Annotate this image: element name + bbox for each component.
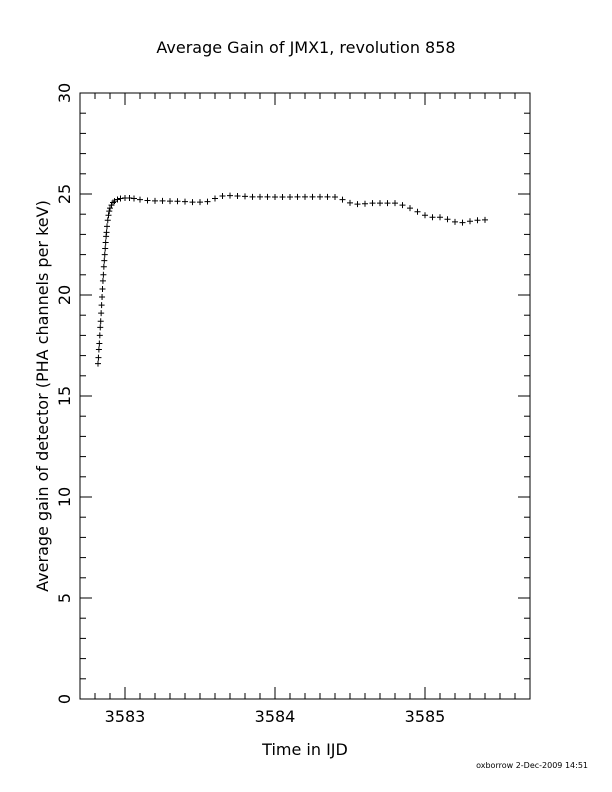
x-tick-label: 3583 — [105, 707, 146, 726]
data-point — [103, 229, 110, 236]
data-point — [189, 199, 196, 206]
data-point — [97, 324, 104, 331]
data-point — [287, 194, 293, 201]
axis-ticks — [79, 92, 531, 700]
y-tick-label: 15 — [55, 386, 74, 406]
x-tick-label: 3585 — [405, 707, 446, 726]
data-point — [302, 193, 308, 200]
data-point — [110, 199, 116, 206]
data-point — [219, 193, 226, 200]
data-point — [392, 200, 398, 207]
data-point — [369, 200, 376, 207]
data-point — [108, 202, 115, 209]
data-point — [384, 200, 391, 207]
data-point — [99, 285, 106, 292]
y-tick-label: 5 — [55, 593, 74, 603]
data-point — [104, 217, 111, 224]
data-point — [102, 245, 109, 252]
data-point — [101, 251, 108, 258]
data-point — [242, 193, 248, 200]
data-point — [144, 197, 151, 204]
data-point — [234, 193, 241, 200]
data-point — [227, 192, 233, 199]
data-point — [95, 354, 102, 361]
data-point — [399, 202, 406, 209]
data-point — [99, 277, 106, 284]
data-point — [100, 263, 107, 270]
data-point — [97, 318, 104, 325]
data-point — [362, 200, 368, 207]
data-point — [482, 216, 488, 223]
data-point — [212, 195, 218, 202]
data-point — [459, 219, 466, 226]
y-tick-label: 25 — [55, 184, 74, 204]
data-point — [114, 196, 121, 203]
data-points — [95, 192, 488, 367]
y-tick-label: 20 — [55, 285, 74, 305]
data-point — [279, 194, 286, 201]
data-point — [257, 193, 263, 200]
data-point — [264, 193, 271, 200]
data-point — [95, 360, 101, 367]
y-tick-label: 10 — [55, 487, 74, 507]
data-point — [100, 271, 107, 278]
data-point — [101, 257, 108, 264]
data-point — [444, 216, 451, 223]
x-axis-label: Time in IJD — [261, 740, 348, 759]
data-point — [102, 239, 109, 246]
data-point — [159, 197, 166, 204]
data-point — [377, 200, 383, 207]
chart-title: Average Gain of JMX1, revolution 858 — [156, 38, 455, 57]
x-tick-label: 3584 — [255, 707, 296, 726]
data-point — [105, 212, 112, 219]
data-point — [98, 310, 105, 317]
data-point — [174, 198, 181, 205]
data-point — [152, 197, 158, 204]
data-point — [272, 194, 278, 201]
data-point — [354, 201, 361, 208]
data-point — [98, 302, 105, 309]
data-point — [429, 214, 436, 221]
data-point — [467, 218, 473, 225]
footer-stamp: oxborrow 2-Dec-2009 14:51 — [476, 761, 588, 770]
data-point — [197, 199, 203, 206]
data-point — [414, 208, 421, 215]
data-point — [437, 214, 443, 221]
data-point — [422, 212, 428, 219]
data-point — [339, 196, 346, 203]
data-point — [452, 218, 458, 225]
data-point — [167, 198, 173, 205]
plot-frame — [79, 92, 531, 700]
data-point — [474, 217, 481, 224]
y-axis-label: Average gain of detector (PHA channels p… — [33, 200, 52, 592]
data-point — [104, 223, 110, 230]
y-tick-label: 30 — [55, 83, 74, 103]
data-point — [137, 196, 143, 203]
data-point — [347, 199, 353, 206]
data-point — [204, 198, 211, 205]
data-point — [107, 205, 113, 212]
y-tick-label: 0 — [55, 694, 74, 704]
data-point — [407, 205, 413, 212]
data-point — [182, 198, 188, 205]
data-point — [294, 193, 301, 200]
data-point — [106, 208, 113, 215]
data-point — [332, 194, 338, 201]
tick-labels: 3583 3584 3585 0 5 10 15 20 25 30 — [55, 83, 445, 726]
data-point — [96, 340, 103, 347]
data-point — [96, 332, 103, 339]
data-point — [249, 193, 256, 200]
data-point — [99, 294, 106, 301]
data-point — [309, 193, 316, 200]
data-point — [317, 193, 323, 200]
data-point — [131, 195, 137, 202]
data-point — [95, 346, 102, 353]
data-point — [324, 193, 331, 200]
